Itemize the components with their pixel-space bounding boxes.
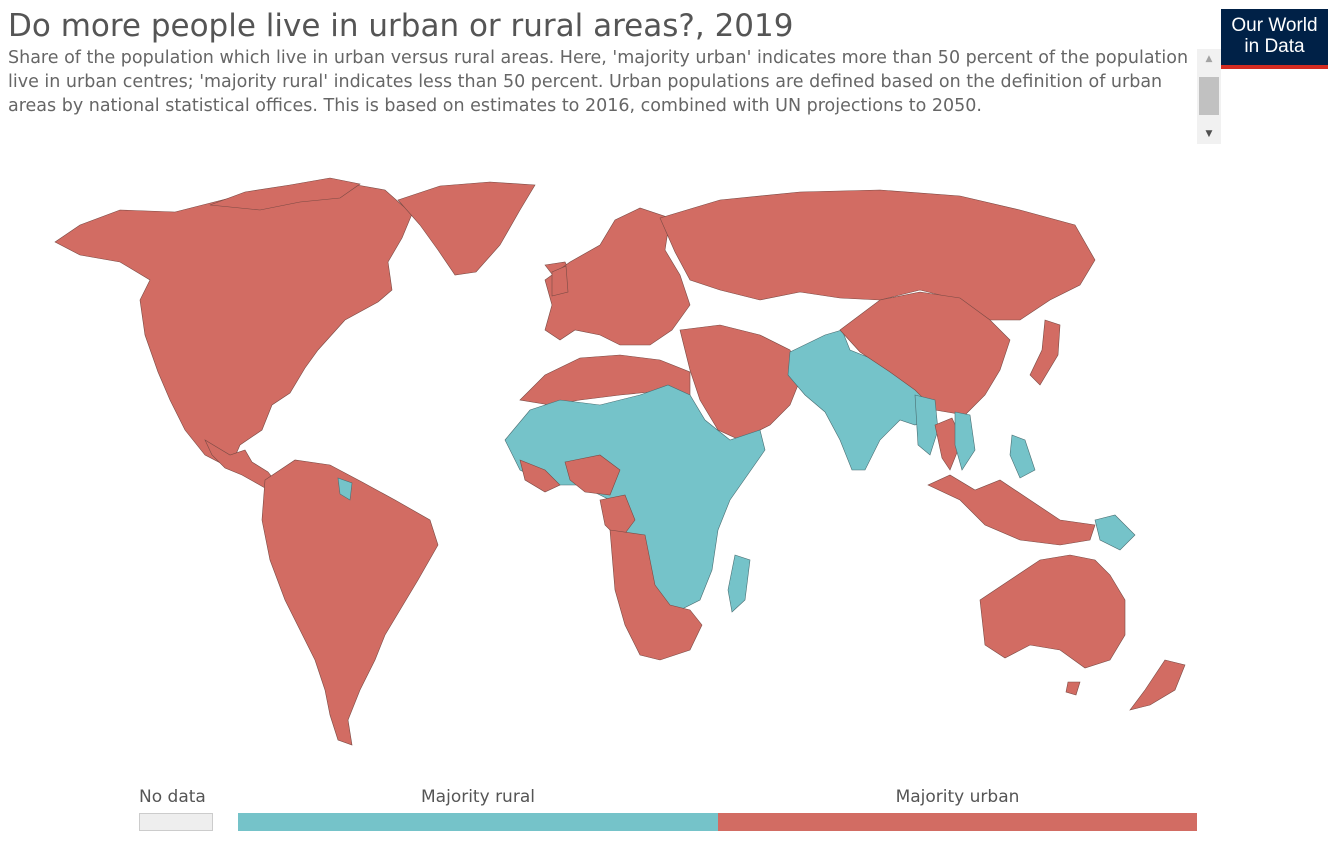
logo-line-1: Our World xyxy=(1231,15,1318,36)
region-south-asia[interactable] xyxy=(787,329,936,471)
region-north-america[interactable] xyxy=(54,181,413,469)
region-uk[interactable] xyxy=(551,265,569,297)
region-tasmania[interactable] xyxy=(1065,681,1081,696)
region-japan[interactable] xyxy=(1029,319,1061,386)
region-guyana[interactable] xyxy=(337,477,353,501)
region-russia[interactable] xyxy=(659,189,1096,321)
logo-line-2: in Data xyxy=(1244,36,1305,57)
chart-title: Do more people live in urban or rural ar… xyxy=(8,8,794,44)
region-southern-africa[interactable] xyxy=(609,529,703,661)
subtitle-container: Share of the population which live in ur… xyxy=(8,46,1193,143)
world-map xyxy=(54,177,1186,746)
region-south-america[interactable] xyxy=(261,459,439,746)
subtitle-scrollbar[interactable]: ▲ ▼ xyxy=(1197,49,1221,144)
region-greenland[interactable] xyxy=(397,181,536,276)
scroll-up-arrow-icon[interactable]: ▲ xyxy=(1205,54,1213,64)
region-indonesia[interactable] xyxy=(927,474,1096,546)
legend-urban-swatch[interactable] xyxy=(718,813,1197,831)
scroll-down-arrow-icon[interactable]: ▼ xyxy=(1205,129,1213,139)
legend-urban-label: Majority urban xyxy=(895,787,1020,807)
legend-no-data-label: No data xyxy=(139,787,206,807)
legend-rural-label: Majority rural xyxy=(421,787,535,807)
legend-no-data-swatch[interactable] xyxy=(139,813,213,831)
region-central-africa-urban[interactable] xyxy=(599,494,636,541)
region-china[interactable] xyxy=(839,291,1011,416)
region-vietnam[interactable] xyxy=(954,411,976,471)
scroll-thumb[interactable] xyxy=(1199,77,1219,115)
region-philippines[interactable] xyxy=(1009,434,1036,479)
region-nigeria-ghana[interactable] xyxy=(564,454,621,496)
chart-subtitle: Share of the population which live in ur… xyxy=(8,48,1189,116)
region-canadian-arctic[interactable] xyxy=(209,177,361,211)
region-madagascar[interactable] xyxy=(727,554,751,613)
region-myanmar[interactable] xyxy=(914,394,939,456)
region-west-africa-urban[interactable] xyxy=(519,459,561,493)
region-australia[interactable] xyxy=(979,554,1126,669)
owid-logo[interactable]: Our World in Data xyxy=(1221,9,1328,69)
region-papua-new-guinea[interactable] xyxy=(1094,514,1136,551)
region-europe[interactable] xyxy=(544,207,691,346)
legend-rural-swatch[interactable] xyxy=(238,813,718,831)
region-new-zealand[interactable] xyxy=(1129,659,1186,711)
region-middle-east[interactable] xyxy=(679,324,801,441)
